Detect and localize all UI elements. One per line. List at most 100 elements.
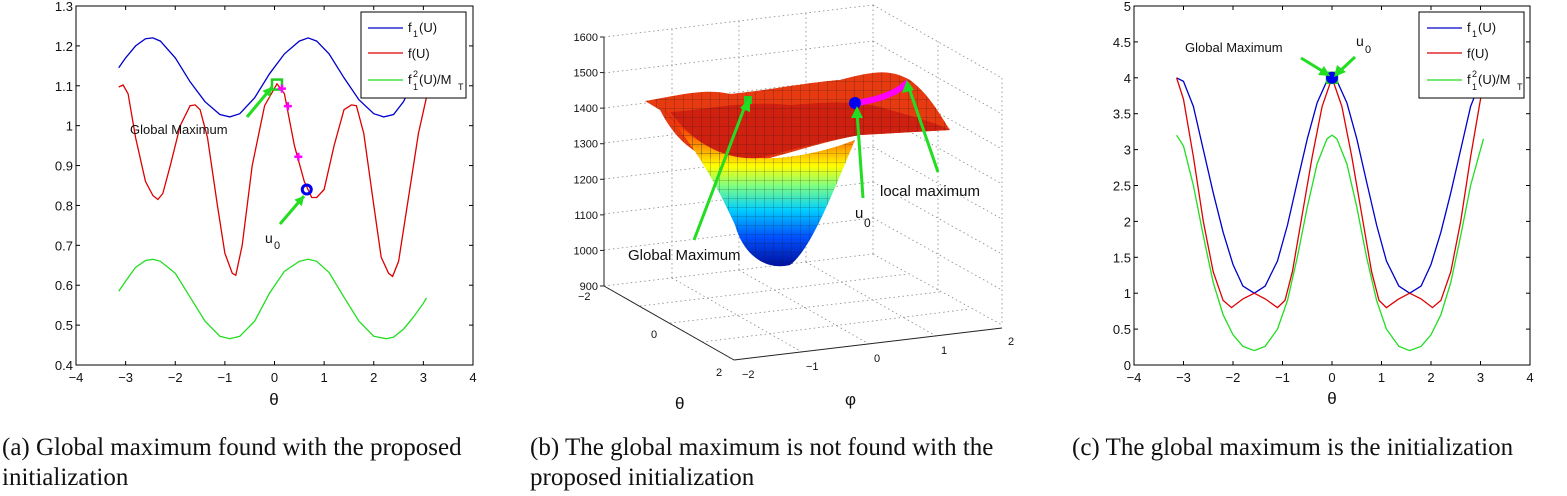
x-tick-label: −1: [217, 370, 232, 385]
y-tick-label: 0.9: [55, 159, 73, 174]
z-tick-label: 1400: [574, 103, 598, 115]
y-tick-label: 0: [1124, 358, 1131, 373]
z-tick-label: 900: [580, 281, 598, 293]
x-tick-label: −1: [1275, 370, 1290, 385]
series-line: [118, 82, 428, 278]
legend-item-f: f(U): [1467, 46, 1489, 61]
svg-text:T: T: [1517, 82, 1523, 92]
y-tick-label: 1.1: [55, 79, 73, 94]
x-tick-label: −2: [1226, 370, 1241, 385]
svg-text:0: 0: [1365, 44, 1371, 56]
svg-text:0: 0: [874, 353, 880, 365]
z-tick-label: 1000: [574, 245, 598, 257]
u0-filled-marker: [1328, 73, 1336, 81]
x-tick-label: 1: [1378, 370, 1385, 385]
chart-b-z-ticks: 900 1000 1100 1200 1300 1400 1500 1600: [574, 32, 604, 293]
chart-a-axes: −4 −3 −2 −1 0 1 2 3 4 0.4 0.5 0.6 0.7 0.8 0.9 1 1.1 1.2 1.…: [55, 0, 477, 385]
x-tick-label: 0: [1328, 370, 1335, 385]
svg-text:0: 0: [651, 329, 657, 341]
x-tick-label: 2: [1427, 370, 1434, 385]
y-tick-label: 0.8: [55, 198, 73, 213]
chart-c-annotation-global-maximum: Global Maximum: [1185, 40, 1283, 55]
svg-text:f: f: [408, 72, 412, 87]
y-tick-label: 3: [1124, 143, 1131, 158]
x-tick-label: −3: [1176, 370, 1191, 385]
svg-text:−2: −2: [578, 291, 591, 303]
z-tick-label: 1600: [574, 32, 598, 44]
svg-text:1: 1: [1472, 82, 1477, 92]
chart-b-arrows: [692, 80, 940, 241]
svg-text:f: f: [408, 20, 412, 35]
series-line: [118, 258, 427, 340]
y-tick-label: 5: [1124, 0, 1131, 14]
svg-text:f: f: [1467, 20, 1471, 35]
svg-text:2: 2: [716, 367, 722, 379]
x-tick-label: 3: [420, 370, 427, 385]
chart-b-xlabel: φ: [845, 390, 856, 409]
chart-b-theta-ticks: −2 0 2: [578, 291, 722, 379]
chart-b-iterate-path: [856, 79, 911, 106]
chart-b-annotation-local-maximum: local maximum: [880, 183, 980, 200]
svg-text:1: 1: [413, 82, 418, 92]
y-tick-label: 0.6: [55, 278, 73, 293]
svg-text:u: u: [265, 230, 273, 246]
x-tick-label: −4: [69, 370, 84, 385]
chart-a-annotation-u0: u 0: [265, 230, 280, 252]
legend-item-f1sq-over-mt: f 2 1 (U)/M T: [1467, 69, 1523, 92]
y-tick-label: 1.3: [55, 0, 73, 14]
svg-text:(U)/M: (U)/M: [1478, 72, 1511, 87]
chart-a-plot-area: [118, 37, 428, 340]
svg-text:2: 2: [1008, 336, 1014, 348]
iterate-plus-marker: [294, 152, 303, 161]
legend-item-f1: f 1 (U): [1467, 20, 1496, 39]
svg-text:f: f: [1467, 72, 1471, 87]
chart-b-u0-marker: [849, 97, 861, 109]
series-line: [118, 37, 427, 118]
y-tick-label: 1: [1124, 286, 1131, 301]
series-line: [1176, 77, 1484, 294]
x-tick-label: 1: [321, 370, 328, 385]
chart-b-ylabel: θ: [675, 394, 684, 413]
caption-c: (c) The global maximum is the initializa…: [1072, 434, 1514, 461]
u0-marker: [300, 183, 313, 196]
y-tick-label: 1: [66, 119, 73, 134]
chart-a-annotation-global-maximum: Global Maximum: [130, 122, 228, 137]
svg-text:u: u: [855, 205, 863, 222]
chart-c-legend: f 1 (U) f(U) f 2 1 (U)/M T: [1418, 11, 1525, 99]
y-tick-label: 4.5: [1113, 35, 1131, 50]
chart-b-phi-ticks: −2 −1 0 1 2: [742, 336, 1014, 381]
svg-text:(U): (U): [419, 20, 437, 35]
caption-b: (b) The global maximum is not found with…: [530, 434, 994, 491]
x-tick-label: 4: [1526, 370, 1533, 385]
x-tick-label: 3: [1477, 370, 1484, 385]
legend-item-f1: f 1 (U): [408, 20, 437, 39]
y-tick-label: 0.7: [55, 238, 73, 253]
svg-text:0: 0: [864, 216, 871, 230]
chart-c: −4 −3 −2 −1 0 1 2 3 4 0 0.5 1 1.5 2 2.5 3 3.5 4 4.5 5 θ Glo…: [1113, 0, 1534, 408]
series-line: [1175, 75, 1485, 309]
panel-a: −4 −3 −2 −1 0 1 2 3 4 0.4 0.5 0.6 0.7 0.8 0.9 1 1.1 1.2 1.…: [0, 0, 520, 420]
svg-text:−2: −2: [742, 369, 755, 381]
chart-a-legend: f 1 (U) f(U) f 2 1 (U)/M T: [360, 11, 467, 99]
chart-b-surface-mesh: [645, 72, 950, 267]
y-tick-label: 3.5: [1113, 107, 1131, 122]
caption-a: (a) Global maximum found with the propos…: [2, 434, 462, 491]
panel-b: 900 1000 1100 1200 1300 1400 1500 1600 −2 0 2 −…: [530, 0, 1050, 420]
x-tick-label: 0: [271, 370, 278, 385]
chart-c-xlabel: θ: [1327, 389, 1336, 408]
x-tick-label: −3: [118, 370, 133, 385]
chart-b-annotation-u0: u 0: [855, 205, 871, 230]
svg-text:u: u: [1356, 33, 1364, 49]
svg-text:1: 1: [413, 29, 418, 39]
svg-text:2: 2: [413, 69, 418, 79]
z-tick-label: 1200: [574, 174, 598, 186]
chart-c-axes: −4 −3 −2 −1 0 1 2 3 4 0 0.5 1 1.5 2 2.5 3 3.5 4 4.5 5: [1113, 0, 1534, 385]
x-tick-label: 2: [370, 370, 377, 385]
legend-item-f: f(U): [408, 46, 430, 61]
svg-text:1: 1: [941, 345, 947, 357]
y-tick-label: 2.5: [1113, 179, 1131, 194]
svg-text:0: 0: [274, 240, 280, 252]
x-tick-label: −2: [168, 370, 183, 385]
svg-text:2: 2: [1472, 69, 1477, 79]
